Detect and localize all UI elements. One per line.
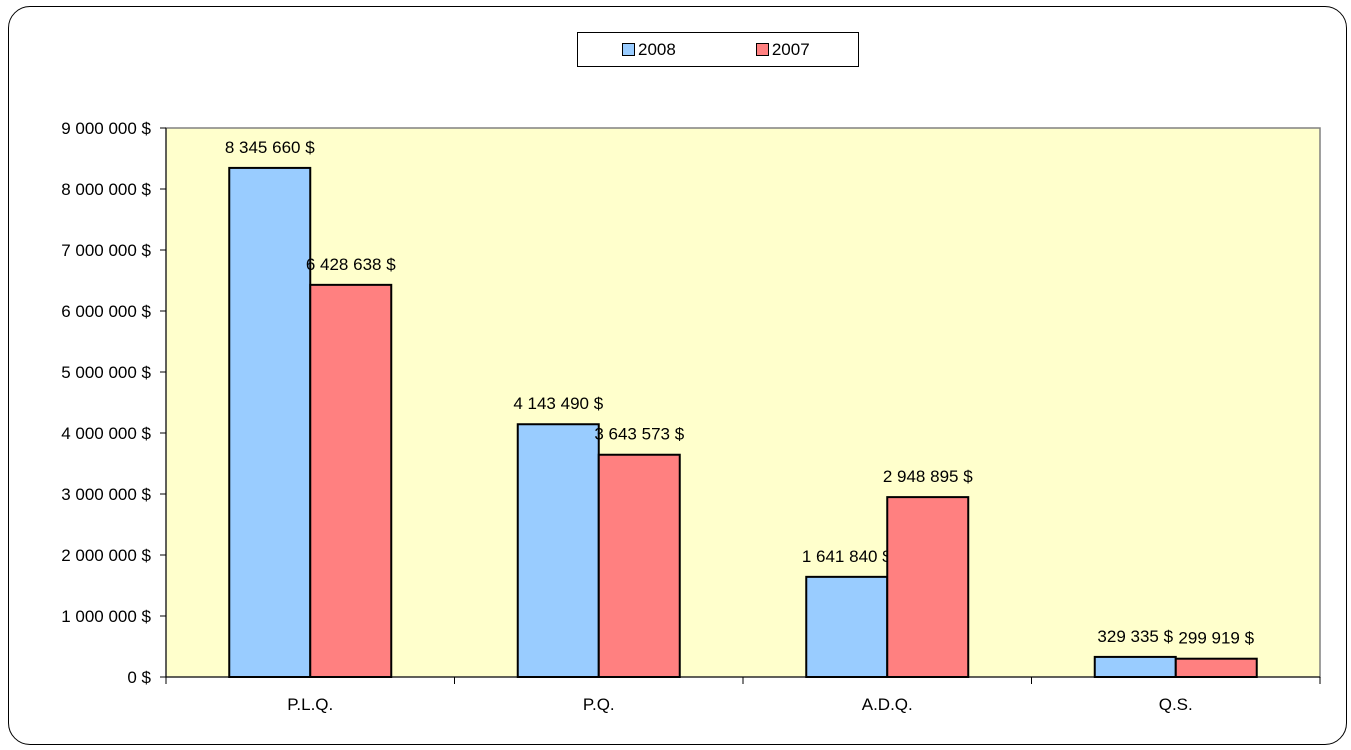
data-label: 3 643 573 $: [594, 425, 684, 444]
y-tick-label: 1 000 000 $: [61, 607, 151, 626]
bar-2007-P.L.Q.: [309, 283, 393, 678]
y-tick-label: 5 000 000 $: [61, 363, 151, 382]
x-tick-label: P.L.Q.: [287, 695, 333, 714]
data-label: 6 428 638 $: [306, 255, 396, 274]
y-tick-label: 9 000 000 $: [61, 119, 151, 138]
bar-2007-P.Q.: [597, 453, 681, 678]
legend-swatch-2007: [755, 43, 769, 56]
data-label: 2 948 895 $: [883, 467, 973, 486]
y-tick-label: 3 000 000 $: [61, 485, 151, 504]
y-tick-label: 0 $: [127, 668, 151, 687]
legend: 2008 2007: [577, 32, 859, 67]
y-tick-label: 4 000 000 $: [61, 424, 151, 443]
data-label: 1 641 840 $: [802, 547, 892, 566]
legend-item-2007: 2007: [755, 39, 810, 60]
y-tick-label: 8 000 000 $: [61, 180, 151, 199]
legend-item-2008: 2008: [622, 40, 676, 60]
x-tick-label: Q.S.: [1159, 695, 1193, 714]
data-label: 329 335 $: [1097, 627, 1173, 646]
data-label: 4 143 490 $: [513, 394, 603, 413]
legend-label-2007: 2007: [771, 39, 810, 59]
bar-2007-Q.S.: [1174, 657, 1258, 679]
data-label: 299 919 $: [1178, 629, 1254, 648]
legend-swatch-2008: [622, 43, 635, 56]
bar-2008-P.L.Q.: [228, 166, 312, 678]
y-tick-label: 6 000 000 $: [61, 302, 151, 321]
y-tick-label: 7 000 000 $: [61, 241, 151, 260]
bar-2008-Q.S.: [1093, 655, 1177, 679]
bar-2008-P.Q.: [516, 423, 600, 678]
x-tick-label: P.Q.: [583, 695, 615, 714]
bar-2008-A.D.Q.: [805, 575, 889, 679]
x-tick-label: A.D.Q.: [862, 695, 913, 714]
data-label: 8 345 660 $: [225, 138, 315, 157]
legend-label-2008: 2008: [638, 39, 676, 59]
y-tick-label: 2 000 000 $: [61, 546, 151, 565]
bar-2007-A.D.Q.: [886, 496, 970, 678]
